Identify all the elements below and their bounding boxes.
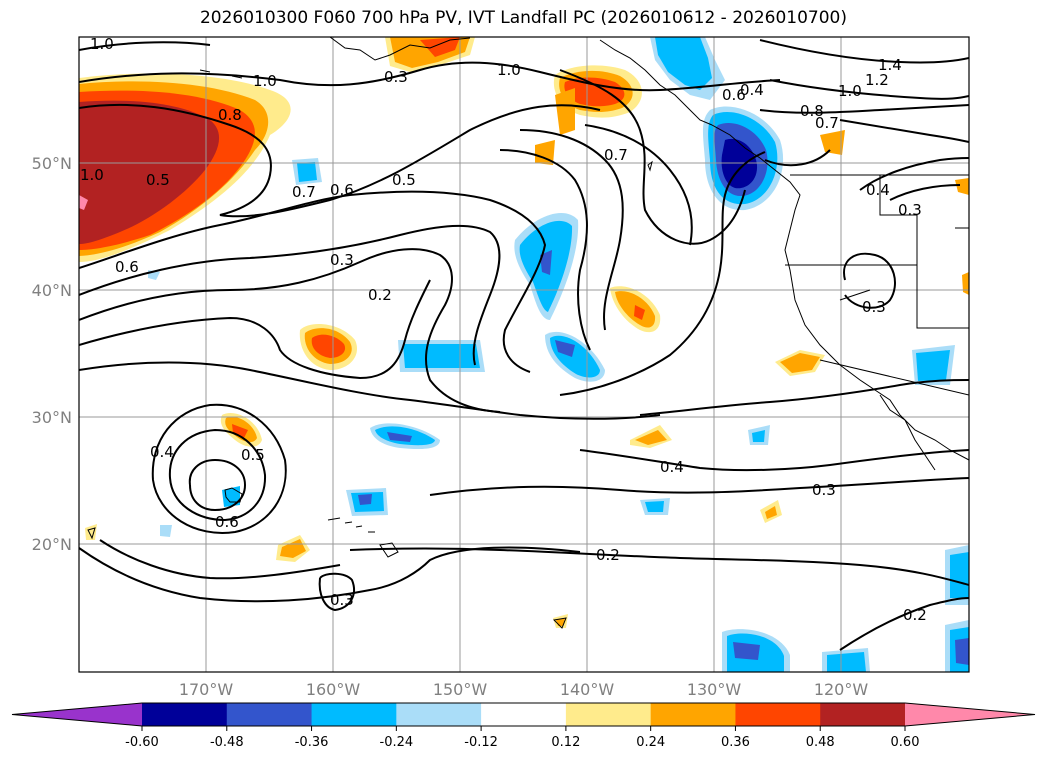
colorbar-tick-label: 0.48: [806, 735, 835, 750]
map-frame: [78, 36, 970, 673]
contour-label: 0.3: [898, 201, 922, 219]
colorbar-swatch: [481, 703, 567, 726]
colorbar-tick-label: 0.60: [891, 735, 920, 750]
lon-label: 170°W: [179, 680, 234, 699]
colorbar-tick-label: -0.48: [210, 735, 244, 750]
contour-label: 0.7: [604, 146, 628, 164]
contour-label: 1.0: [80, 166, 104, 184]
contour-label: 0.4: [740, 81, 764, 99]
contour-label: 1.4: [878, 56, 902, 74]
contour-label: 1.2: [865, 71, 889, 89]
contour-label: 0.3: [862, 298, 886, 316]
contour-label: 0.8: [218, 106, 242, 124]
contour-label: 0.4: [866, 181, 890, 199]
colorbar-tick-label: -0.60: [125, 735, 159, 750]
colorbar: -0.60 -0.48 -0.36 -0.24 -0.12 0.12 0.24 0.36 0.4…: [11, 702, 1036, 750]
contour-label: 0.6: [115, 258, 139, 276]
contour-label: 1.0: [253, 72, 277, 90]
lat-label: 30°N: [32, 408, 72, 427]
coastlines: [87, 37, 969, 629]
contour-label: 0.2: [903, 606, 927, 624]
contour-label: 0.2: [596, 546, 620, 564]
lon-label: 160°W: [306, 680, 361, 699]
longitude-labels: 170°W 160°W 150°W 140°W 130°W 120°W: [179, 680, 869, 699]
contour-label: 1.0: [497, 61, 521, 79]
colorbar-swatch: [650, 703, 736, 726]
contour-label: 1.0: [90, 35, 114, 53]
contour-label: 0.6: [722, 86, 746, 104]
colorbar-swatch: [820, 703, 906, 726]
colorbar-swatch: [226, 703, 313, 726]
contour-label: 0.8: [800, 102, 824, 120]
map-area: 1.0 1.0 1.0 0.8 0.5 1.0 0.7 0.6 0.5 0.6 …: [79, 35, 969, 672]
lon-label: 120°W: [814, 680, 869, 699]
contour-label: 0.3: [384, 68, 408, 86]
contour-label: 0.3: [330, 591, 354, 609]
colorbar-tick-label: 0.12: [551, 735, 580, 750]
contour-label: 0.6: [215, 513, 239, 531]
contour-labels: 1.0 1.0 1.0 0.8 0.5 1.0 0.7 0.6 0.5 0.6 …: [80, 35, 927, 624]
colorbar-extend-high: [905, 703, 1035, 726]
contour-label: 0.5: [146, 171, 170, 189]
colorbar-swatch: [565, 703, 652, 726]
contour-label: 0.7: [815, 114, 839, 132]
contour-label: 1.0: [838, 82, 862, 100]
lat-label: 50°N: [32, 154, 72, 173]
latitude-labels: 50°N 40°N 30°N 20°N: [32, 154, 72, 554]
pv-contours: [79, 39, 969, 651]
map-title: 2026010300 F060 700 hPa PV, IVT Landfall…: [199, 8, 847, 28]
contour-label: 0.4: [660, 458, 684, 476]
warm-anomaly-fill: [79, 37, 969, 628]
lat-label: 20°N: [32, 535, 72, 554]
colorbar-tick-label: 0.36: [721, 735, 750, 750]
contour-label: 0.2: [368, 286, 392, 304]
lon-label: 130°W: [687, 680, 742, 699]
colorbar-swatch: [311, 703, 397, 726]
colorbar-tick-label: 0.24: [636, 735, 665, 750]
contour-label: 0.3: [330, 251, 354, 269]
colorbar-swatch: [735, 703, 821, 726]
colorbar-swatch: [396, 703, 482, 726]
contour-label: 0.5: [241, 446, 265, 464]
contour-label: 0.6: [330, 181, 354, 199]
colorbar-swatch: [142, 703, 228, 726]
colorbar-tick-label: -0.12: [464, 735, 498, 750]
graticule: [79, 37, 969, 672]
contour-label: 0.3: [812, 481, 836, 499]
lon-label: 150°W: [433, 680, 488, 699]
lon-label: 140°W: [560, 680, 615, 699]
lat-label: 40°N: [32, 281, 72, 300]
contour-label: 0.4: [150, 443, 174, 461]
colorbar-tick-label: -0.24: [380, 735, 414, 750]
contour-label: 0.7: [292, 183, 316, 201]
colorbar-tick-label: -0.36: [295, 735, 329, 750]
contour-label: 0.5: [392, 171, 416, 189]
colorbar-extend-low: [12, 703, 142, 726]
